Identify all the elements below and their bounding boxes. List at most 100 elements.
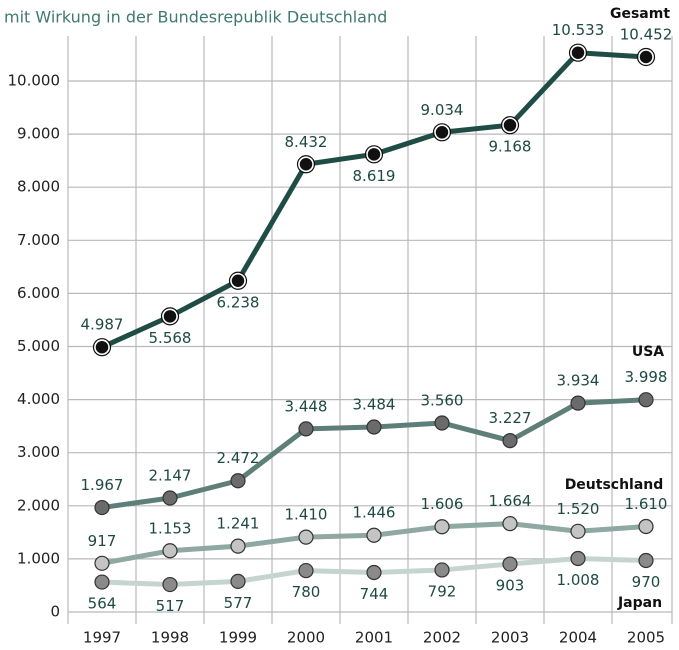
point-ring xyxy=(364,145,384,164)
x-tick-label: 1998 xyxy=(151,629,189,647)
point-ring xyxy=(228,271,248,290)
point xyxy=(638,392,654,408)
y-tick-label: 4.000 xyxy=(17,390,60,408)
y-tick-label: 6.000 xyxy=(17,284,60,302)
point xyxy=(434,415,450,431)
x-tick-label: 1999 xyxy=(219,629,257,647)
point xyxy=(502,117,518,133)
series-name: Gesamt xyxy=(610,6,670,22)
point xyxy=(230,538,246,554)
point xyxy=(230,273,246,289)
point-ring xyxy=(636,47,656,67)
point xyxy=(570,44,586,61)
value-label: 1.410 xyxy=(285,506,328,524)
point xyxy=(94,555,110,571)
point xyxy=(570,395,586,411)
y-tick-label: 3.000 xyxy=(17,443,60,461)
point-ring xyxy=(92,338,112,357)
y-tick-label: 0 xyxy=(50,603,60,621)
point xyxy=(570,523,586,539)
series-line xyxy=(100,50,647,350)
point-ring xyxy=(432,123,452,142)
y-tick-label: 9.000 xyxy=(17,125,60,143)
value-label: 3.998 xyxy=(625,368,668,386)
value-label: 2.147 xyxy=(149,466,192,484)
y-tick-label: 10.000 xyxy=(8,72,61,90)
point xyxy=(638,518,654,535)
point xyxy=(94,574,110,590)
point xyxy=(94,499,110,516)
point xyxy=(230,473,246,489)
value-label: 3.560 xyxy=(421,391,464,409)
point xyxy=(366,527,382,543)
value-label: 3.934 xyxy=(557,372,600,390)
point xyxy=(366,146,382,163)
value-label: 6.238 xyxy=(217,293,260,311)
value-label: 1.610 xyxy=(625,495,668,513)
point xyxy=(638,49,654,65)
point xyxy=(434,562,450,578)
value-label: 8.619 xyxy=(353,167,396,185)
value-label: 3.448 xyxy=(285,397,328,415)
point xyxy=(434,519,450,535)
point-ring xyxy=(296,155,316,174)
value-label: 3.227 xyxy=(489,409,532,427)
value-label: 792 xyxy=(428,582,457,600)
point xyxy=(502,556,518,572)
point xyxy=(570,550,586,567)
value-label: 1.241 xyxy=(217,515,260,533)
x-tick-label: 2004 xyxy=(559,629,597,647)
value-label: 3.484 xyxy=(353,395,396,413)
series-name: USA xyxy=(632,344,664,360)
value-label: 1.520 xyxy=(557,500,600,518)
point xyxy=(298,156,314,173)
point xyxy=(298,529,314,545)
point xyxy=(502,516,518,532)
point xyxy=(94,339,110,355)
value-label: 744 xyxy=(360,585,389,603)
point xyxy=(298,421,314,437)
value-label: 577 xyxy=(224,594,253,612)
value-label: 1.153 xyxy=(149,519,192,537)
chart-subtitle: mit Wirkung in der Bundesrepublik Deutsc… xyxy=(4,8,387,27)
value-label: 517 xyxy=(156,597,185,615)
point xyxy=(162,490,178,506)
value-label: 5.568 xyxy=(149,329,192,347)
point xyxy=(366,419,382,435)
value-label: 4.987 xyxy=(81,316,124,334)
point xyxy=(298,562,314,579)
value-label: 2.472 xyxy=(217,449,260,467)
series-name: Deutschland xyxy=(565,477,664,493)
point-ring xyxy=(568,43,588,62)
value-label: 1.446 xyxy=(353,504,396,522)
point-ring xyxy=(160,307,180,326)
point xyxy=(230,573,246,589)
x-tick-label: 2001 xyxy=(355,629,393,647)
value-label: 564 xyxy=(88,595,117,613)
x-tick-label: 2002 xyxy=(423,629,461,647)
point xyxy=(434,124,450,141)
x-tick-label: 2005 xyxy=(627,629,665,647)
point xyxy=(162,308,178,325)
value-label: 10.533 xyxy=(552,21,605,39)
x-tick-label: 1997 xyxy=(83,629,121,647)
point xyxy=(162,543,178,559)
x-tick-label: 2003 xyxy=(491,629,529,647)
value-label: 970 xyxy=(632,573,661,591)
value-label: 917 xyxy=(88,532,117,550)
point xyxy=(502,433,518,449)
value-label: 1.606 xyxy=(421,495,464,513)
value-label: 8.432 xyxy=(285,133,328,151)
y-tick-label: 5.000 xyxy=(17,337,60,355)
series-name: Japan xyxy=(617,595,662,611)
point xyxy=(366,564,382,581)
point-ring xyxy=(500,116,520,135)
value-label: 10.452 xyxy=(620,25,673,43)
value-label: 780 xyxy=(292,583,321,601)
point xyxy=(638,552,654,569)
y-tick-label: 1.000 xyxy=(17,549,60,567)
y-tick-label: 7.000 xyxy=(17,231,60,249)
value-label: 1.008 xyxy=(557,571,600,589)
x-tick-label: 2000 xyxy=(287,629,325,647)
